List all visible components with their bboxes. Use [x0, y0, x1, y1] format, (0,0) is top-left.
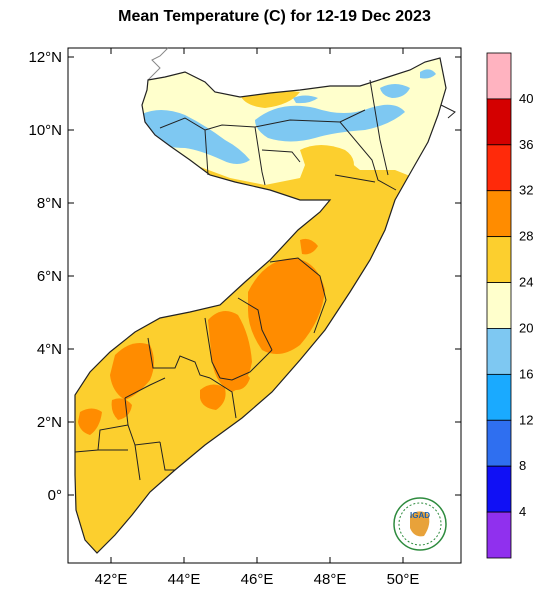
colorbar-swatch	[486, 328, 512, 375]
colorbar-swatch	[486, 144, 512, 192]
africa-map-icon	[410, 511, 430, 537]
colorbar-swatch	[486, 282, 512, 329]
colorbar-label: 32	[519, 183, 533, 198]
colorbar-label: 28	[519, 229, 533, 244]
colorbar-swatch	[486, 236, 512, 283]
colorbar-label: 24	[519, 275, 533, 290]
y-tick-label: 4°N	[37, 341, 62, 358]
coast-inlet-line	[440, 104, 456, 119]
x-tick-label: 48°E	[314, 571, 347, 588]
logo-text: IGAD	[410, 511, 430, 520]
colorbar-label: 8	[519, 458, 526, 473]
x-axis-ticks	[110, 48, 404, 563]
y-tick-label: 6°N	[37, 268, 62, 285]
x-tick-label: 44°E	[168, 571, 201, 588]
y-tick-label: 0°	[48, 487, 62, 504]
igad-logo: IGAD	[393, 497, 447, 551]
colorbar-swatch	[486, 465, 512, 513]
x-tick-label: 42°E	[95, 571, 128, 588]
y-tick-label: 8°N	[37, 195, 62, 212]
colorbar-swatch	[486, 98, 512, 146]
y-tick-label: 2°N	[37, 414, 62, 431]
colorbar-label: 16	[519, 366, 533, 381]
x-tick-label: 46°E	[241, 571, 274, 588]
x-tick-label: 50°E	[387, 571, 420, 588]
colorbar: 40 36 32 28 24 20 16 12 8 4	[486, 52, 533, 559]
djibouti-border-line	[147, 47, 169, 81]
colorbar-swatch	[486, 190, 512, 238]
map-title: Mean Temperature (C) for 12-19 Dec 2023	[118, 8, 431, 25]
colorbar-swatch	[486, 419, 512, 467]
colorbar-label: 40	[519, 91, 533, 106]
region-boundaries	[74, 79, 397, 481]
country-outline	[74, 57, 447, 554]
colorbar-swatch	[486, 511, 512, 559]
y-tick-label: 12°N	[28, 49, 62, 66]
colorbar-label: 36	[519, 137, 533, 152]
colorbar-label: 4	[519, 504, 526, 519]
y-tick-label: 10°N	[28, 122, 62, 139]
colorbar-swatch	[486, 373, 512, 421]
colorbar-label: 20	[519, 320, 533, 335]
colorbar-swatch	[486, 52, 512, 100]
y-axis-ticks	[68, 56, 461, 496]
colorbar-label: 12	[519, 412, 533, 427]
